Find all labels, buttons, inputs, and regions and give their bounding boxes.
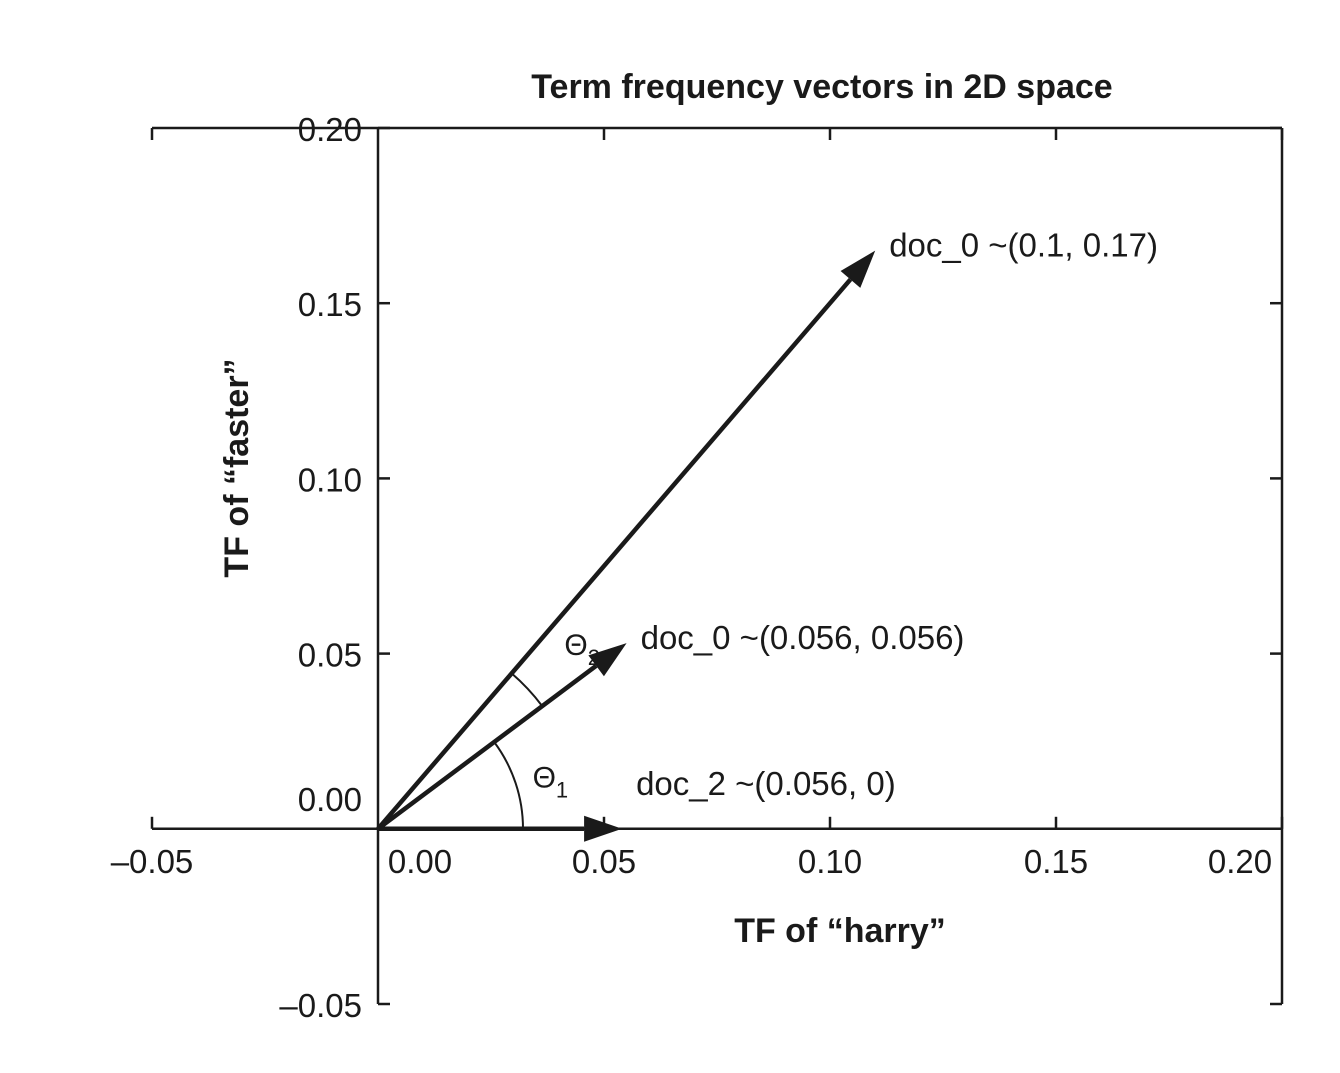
x-axis-label: TF of “harry” (734, 912, 946, 950)
vector-label: doc_0 ~(0.056, 0.056) (641, 619, 965, 656)
y-axis-label: TF of “faster” (218, 358, 256, 577)
x-tick-label: 0.15 (1024, 843, 1088, 880)
x-tick-label: 0.20 (1208, 843, 1272, 880)
vector-label: doc_0 ~(0.1, 0.17) (889, 227, 1158, 264)
y-tick-label: 0.20 (298, 111, 362, 148)
theta-2-label: Θ2 (564, 629, 600, 670)
vector-arrowhead (584, 815, 623, 842)
x-tick-label: 0.00 (388, 843, 452, 880)
tick-labels: –0.05 0.00 0.05 0.10 0.15 0.20 –0.05 0.00 0.05 0.… (111, 111, 1272, 1024)
y-tick-label: 0.15 (298, 286, 362, 323)
y-tick-label: 0.10 (298, 461, 362, 498)
y-tick-label: 0.00 (298, 781, 362, 818)
vector-arrowhead (840, 250, 876, 288)
y-tick-label: –0.05 (279, 987, 362, 1024)
x-tick-label: 0.10 (798, 843, 862, 880)
plot-frame (152, 126, 1284, 1004)
vector-arrowhead (588, 643, 627, 677)
vector-line (376, 664, 598, 831)
annotations: doc_0 ~(0.1, 0.17) doc_0 ~(0.056, 0.056) d… (493, 227, 1158, 829)
chart-title: Term frequency vectors in 2D space (531, 68, 1112, 106)
x-tick-label: 0.05 (572, 843, 636, 880)
theta-2-label-subscript: 2 (588, 645, 600, 670)
vector-line (376, 277, 853, 831)
theta-1-label-subscript: 1 (556, 778, 568, 803)
theta-1-label: Θ1 (533, 762, 569, 803)
y-tick-label: 0.05 (298, 637, 362, 674)
tick-marks (150, 126, 1284, 1006)
angle-arc-theta-1 (493, 741, 524, 829)
vector-label: doc_2 ~(0.056, 0) (636, 765, 896, 802)
x-tick-label: –0.05 (111, 843, 194, 880)
angle-arc-theta-2 (511, 672, 544, 707)
vectors (376, 250, 876, 842)
